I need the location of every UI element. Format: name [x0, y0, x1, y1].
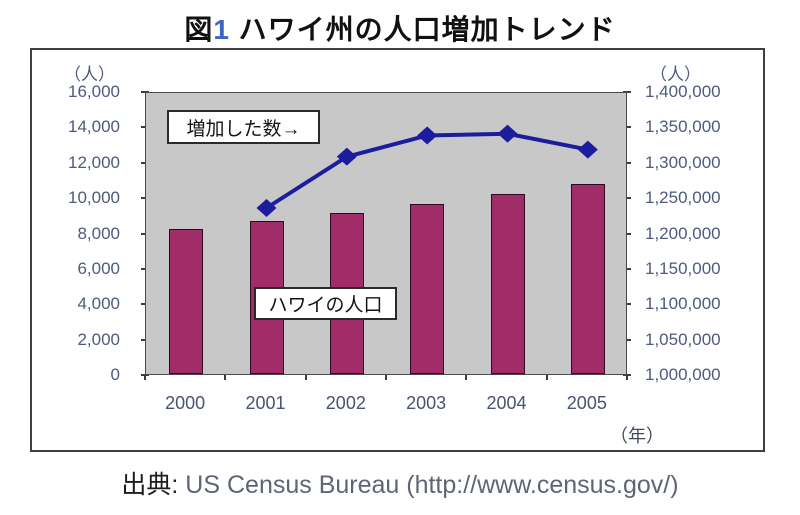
left-axis-tick-label: 6,000 [77, 258, 120, 278]
right-axis-tick-label: 1,100,000 [645, 294, 721, 314]
tick-mark [623, 91, 631, 93]
x-axis-tick-label-2002: 2002 [325, 393, 366, 413]
right-axis-tick-label: 1,400,000 [645, 82, 721, 101]
chart-frame: （人） （人） 16,000 14,000 12,000 10,000 8,000 6,0… [30, 48, 765, 452]
tick-mark [385, 375, 387, 380]
line-marker-diamond-2004 [497, 124, 518, 143]
left-axis-tick-label: 8,000 [77, 223, 120, 243]
tick-mark [626, 375, 628, 380]
left-axis-tick-label: 12,000 [68, 152, 120, 172]
right-axis-tick-label: 1,150,000 [645, 258, 721, 278]
figure-label-number: 1 [213, 14, 230, 45]
tick-mark [623, 338, 631, 341]
tick-mark [545, 375, 548, 380]
annotation-bar-series: ハワイの人口 [254, 287, 397, 320]
right-axis-tick-label: 1,200,000 [645, 223, 721, 243]
source-caption-label: 出典: [121, 471, 179, 499]
bar-2005 [570, 184, 605, 374]
left-axis-tick-label: 16,000 [68, 82, 120, 101]
tick-mark [623, 267, 631, 270]
chart-title-text: ハワイ州の人口増加トレンド [229, 14, 616, 45]
tick-mark [623, 197, 631, 200]
source-caption: 出典: US Census Bureau (http://www.census.… [0, 465, 800, 501]
bar-2003 [410, 204, 445, 374]
figure-label-prefix: 図 [184, 14, 214, 45]
right-axis-tick-label: 1,250,000 [645, 188, 721, 208]
x-axis-tick-label-2004: 2004 [486, 393, 527, 413]
right-axis-tick-label: 1,300,000 [645, 152, 721, 172]
bar-2004 [490, 194, 525, 374]
left-axis-tick-label: 2,000 [77, 329, 120, 349]
x-axis-tick-label-2001: 2001 [245, 393, 286, 413]
right-axis-tick-label: 1,000,000 [645, 365, 721, 384]
tick-mark [623, 232, 631, 235]
right-axis-unit-label: （人） [650, 65, 701, 84]
line-path [265, 131, 589, 210]
right-axis-tick-label: 1,050,000 [645, 329, 721, 349]
source-caption-text: US Census Bureau (http://www.census.gov/… [178, 471, 679, 499]
line-marker-diamond-2001 [256, 198, 277, 217]
tick-mark [465, 375, 468, 380]
x-axis-unit-label: （年） [610, 426, 664, 446]
tick-mark [304, 375, 307, 380]
left-axis-tick-label: 14,000 [68, 117, 120, 137]
left-axis-tick-label: 10,000 [68, 188, 120, 208]
tick-mark [623, 161, 631, 164]
x-axis-tick-label-2003: 2003 [406, 393, 447, 413]
left-axis-unit-label: （人） [64, 65, 115, 84]
bar-2000 [169, 229, 204, 374]
line-marker-diamond-2002 [336, 147, 357, 166]
tick-mark [224, 375, 227, 380]
annotation-line-series: 増加した数→ [167, 110, 320, 144]
left-axis-tick-label: 0 [110, 365, 120, 384]
right-axis-tick-label: 1,350,000 [645, 117, 721, 137]
left-axis-tick-label: 4,000 [77, 294, 120, 314]
tick-mark [623, 303, 631, 306]
tick-mark [144, 375, 146, 380]
tick-mark [623, 126, 631, 129]
line-marker-diamond-2003 [417, 126, 438, 145]
chart-title: 図1 ハワイ州の人口増加トレンド [0, 8, 800, 48]
line-marker-diamond-2005 [577, 140, 598, 159]
line-series [256, 124, 598, 217]
x-axis-tick-label-2000: 2000 [165, 393, 206, 413]
x-axis-tick-label-2005: 2005 [566, 393, 607, 413]
